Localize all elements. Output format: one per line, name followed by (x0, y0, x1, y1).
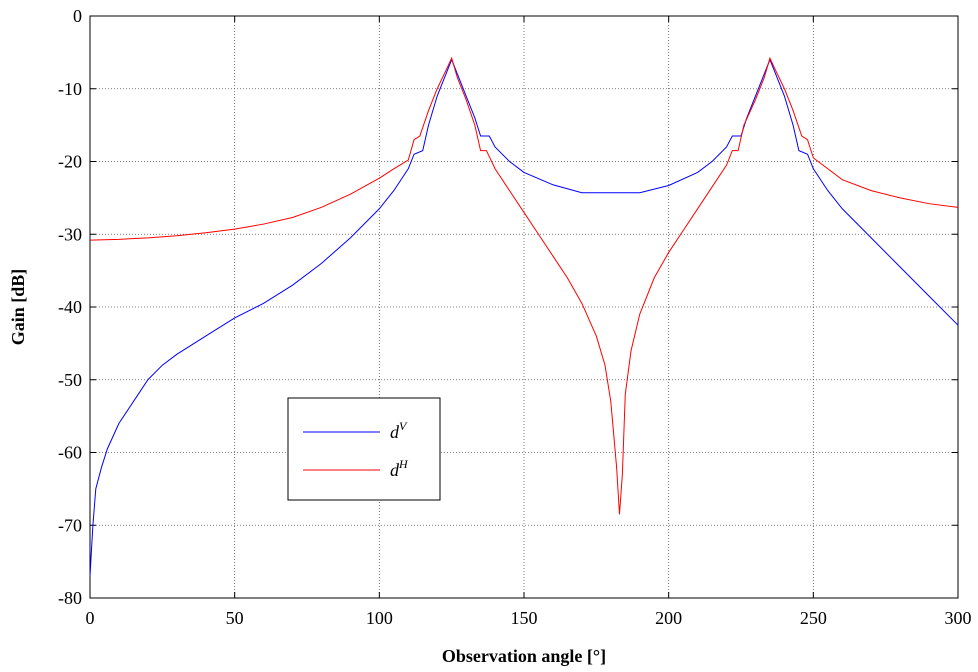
x-tick-label: 100 (366, 608, 393, 628)
plot-frame (89, 15, 959, 599)
x-tick-label: 50 (226, 608, 244, 628)
legend-label: dV (390, 419, 408, 442)
x-tick-label: 200 (655, 608, 682, 628)
x-tick-label: 150 (511, 608, 538, 628)
x-axis-label: Observation angle [°] (442, 646, 606, 666)
y-tick-label: -20 (58, 152, 82, 172)
y-tick-label: -10 (58, 79, 82, 99)
legend-box (287, 397, 441, 501)
data-line (89, 56, 959, 515)
y-tick-label: -70 (58, 515, 82, 535)
y-tick-label: 0 (73, 6, 82, 26)
legend-label: dH (390, 457, 409, 480)
y-tick-label: -30 (58, 224, 82, 244)
x-tick-label: 0 (86, 608, 95, 628)
y-axis-label: Gain [dB] (8, 269, 28, 346)
data-line (89, 58, 959, 577)
y-tick-label: -40 (58, 297, 82, 317)
y-tick-label: -60 (58, 443, 82, 463)
x-tick-label: 300 (945, 608, 972, 628)
y-tick-label: -80 (58, 588, 82, 608)
y-tick-label: -50 (58, 370, 82, 390)
x-tick-label: 250 (800, 608, 827, 628)
